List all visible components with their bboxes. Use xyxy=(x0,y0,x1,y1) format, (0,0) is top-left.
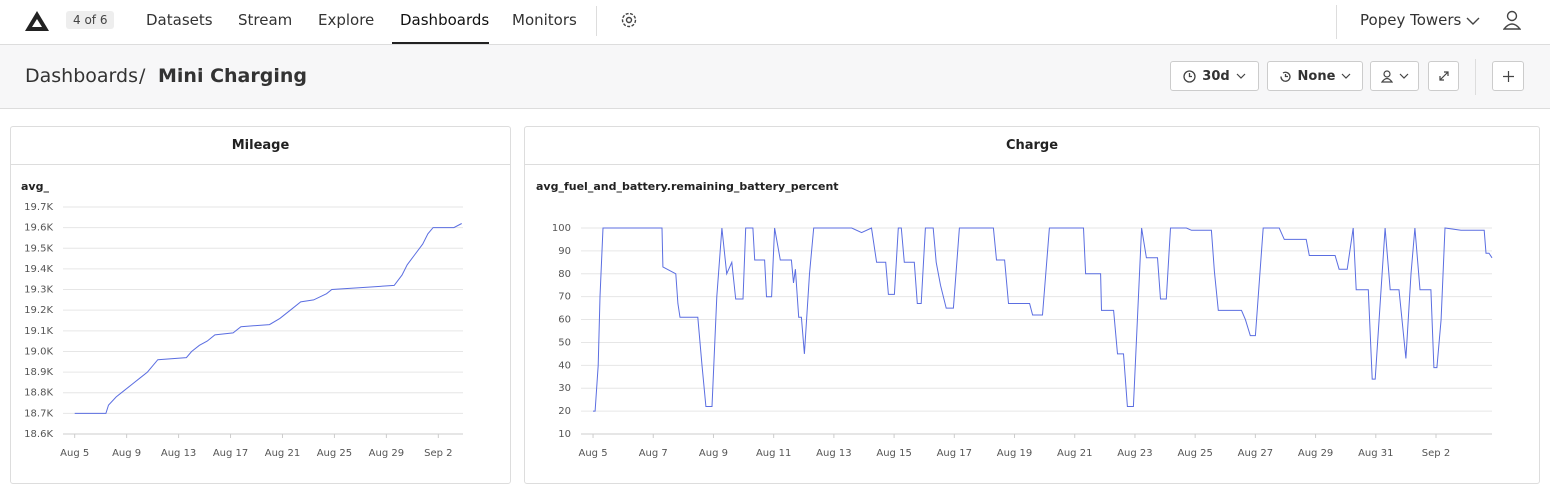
y-tick-label: 19.4K xyxy=(24,264,53,275)
team-name[interactable]: Popey Towers xyxy=(1360,11,1462,29)
x-tick-label: Aug 9 xyxy=(699,448,728,459)
expand-button[interactable] xyxy=(1428,61,1459,91)
settings-icon[interactable] xyxy=(620,11,638,29)
compare: None xyxy=(1297,68,1336,84)
y-tick-label: 19.1K xyxy=(24,326,53,337)
x-tick-label: Aug 13 xyxy=(816,448,851,459)
x-tick-label: Aug 23 xyxy=(1117,448,1152,459)
chevron[interactable] xyxy=(1466,16,1480,26)
breadcrumb-separator: / xyxy=(139,65,146,87)
y-tick-label: 30 xyxy=(558,383,571,394)
y-tick-label: 50 xyxy=(558,337,571,348)
series-label: avg_ xyxy=(21,180,49,193)
divider xyxy=(1336,5,1337,39)
y-tick-label: 19.3K xyxy=(24,285,53,296)
chart-panel: Charge 10 20 30 40 50 60 70 80 90 100 Aug 5 Aug 7 Au… xyxy=(524,126,1540,484)
active-underline xyxy=(392,42,489,44)
x-tick-label: Sep 2 xyxy=(1422,448,1450,459)
x-tick-label: Aug 17 xyxy=(937,448,972,459)
nav-item[interactable]: Monitors xyxy=(512,11,577,29)
x-tick-label: Sep 2 xyxy=(424,448,452,459)
x-tick-label: Aug 15 xyxy=(876,448,911,459)
x-tick-label: Aug 5 xyxy=(60,448,89,459)
y-tick-label: 19.7K xyxy=(24,202,53,213)
y-tick-label: 18.8K xyxy=(24,388,53,399)
y-tick-label: 19.6K xyxy=(24,223,53,234)
x-tick-label: Aug 5 xyxy=(579,448,608,459)
x-tick-label: Aug 21 xyxy=(1057,448,1092,459)
x-tick-label: Aug 29 xyxy=(369,448,404,459)
y-tick-label: 90 xyxy=(558,246,571,257)
y-tick-label: 19.5K xyxy=(24,243,53,254)
dashboard-header: Dashboards / Mini Charging 30d None xyxy=(0,45,1550,109)
counter-badge: 4 of 6 xyxy=(66,11,115,29)
time-range: 30d xyxy=(1202,68,1230,84)
divider xyxy=(1475,59,1476,95)
user-filter-button[interactable] xyxy=(1370,61,1419,91)
chart: 18.6K 18.7K 18.8K 18.9K 19.0K 19.1K 19.2K 19.3K… xyxy=(21,180,463,459)
nav-item[interactable]: Stream xyxy=(238,11,293,29)
y-tick-label: 18.9K xyxy=(24,367,53,378)
nav-item[interactable]: Explore xyxy=(318,11,375,29)
time-range-button[interactable]: 30d xyxy=(1170,61,1259,91)
breadcrumb-link[interactable]: Dashboards xyxy=(25,65,138,87)
data-line xyxy=(74,223,462,414)
x-tick-label: Aug 19 xyxy=(997,448,1032,459)
x-tick-label: Aug 25 xyxy=(317,448,352,459)
data-line xyxy=(593,227,1493,412)
x-tick-label: Aug 31 xyxy=(1358,448,1393,459)
y-tick-label: 19.2K xyxy=(24,305,53,316)
nav-item[interactable]: Datasets xyxy=(146,11,213,29)
chart-panel: Mileage 18.6K 18.7K 18.8K 18.9K 19.0K 19.1K 19… xyxy=(10,126,511,484)
y-tick-label: 10 xyxy=(558,429,571,440)
y-tick-label: 20 xyxy=(558,406,571,417)
x-tick-label: Aug 11 xyxy=(756,448,791,459)
series-label: avg_fuel_and_battery.remaining_battery_p… xyxy=(536,180,839,193)
user-icon[interactable] xyxy=(1503,10,1521,30)
chart: 10 20 30 40 50 60 70 80 90 100 Aug 5 Aug 7 Aug 9 Aug … xyxy=(536,180,1493,459)
panel-title: Mileage xyxy=(11,127,510,165)
breadcrumb-current: Mini Charging xyxy=(158,65,307,87)
y-tick-label: 60 xyxy=(558,315,571,326)
y-tick-label: 19.0K xyxy=(24,346,53,357)
y-tick-label: 70 xyxy=(558,292,571,303)
x-tick-label: Aug 25 xyxy=(1177,448,1212,459)
panel-title: Charge xyxy=(525,127,1539,165)
logo[interactable] xyxy=(24,10,50,32)
y-tick-label: 80 xyxy=(558,269,571,280)
x-tick-label: Aug 9 xyxy=(112,448,141,459)
compare-button[interactable]: None xyxy=(1267,61,1363,91)
y-tick-label: 100 xyxy=(552,223,571,234)
divider xyxy=(596,6,597,36)
top-nav: 4 of 6 Datasets Stream Explore Dashboard… xyxy=(0,0,1550,45)
y-tick-label: 40 xyxy=(558,360,571,371)
nav-item[interactable]: Dashboards xyxy=(400,11,490,29)
y-tick-label: 18.7K xyxy=(24,408,53,419)
x-tick-label: Aug 13 xyxy=(161,448,196,459)
x-tick-label: Aug 7 xyxy=(639,448,668,459)
x-tick-label: Aug 17 xyxy=(213,448,248,459)
x-tick-label: Aug 27 xyxy=(1238,448,1273,459)
x-tick-label: Aug 21 xyxy=(265,448,300,459)
y-tick-label: 18.6K xyxy=(24,429,53,440)
x-tick-label: Aug 29 xyxy=(1298,448,1333,459)
add-button[interactable] xyxy=(1492,61,1524,91)
